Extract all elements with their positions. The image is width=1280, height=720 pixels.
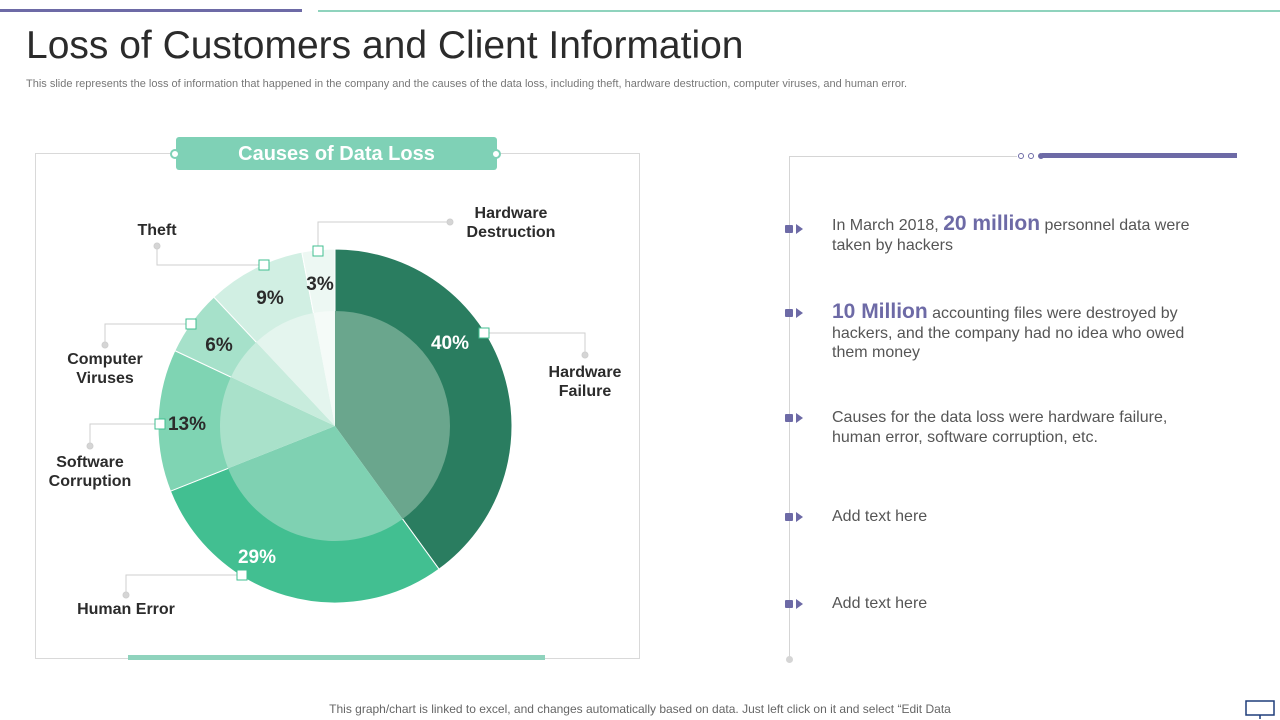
slice-marker	[478, 327, 490, 339]
pie-inner-slice	[335, 311, 450, 520]
bullet-text-4[interactable]: Add text here	[832, 508, 928, 525]
slice-marker	[154, 418, 166, 430]
pie-inner-slice	[228, 426, 403, 541]
leader-line	[317, 221, 450, 251]
bullet-text-5[interactable]: Add text here	[832, 595, 928, 612]
timeline-end-dot	[786, 656, 793, 663]
leader-end-dot	[153, 242, 161, 250]
leader-line	[104, 323, 191, 345]
arrow-bullet-icon	[785, 599, 805, 609]
chart-title: Causes of Data Loss	[176, 137, 497, 170]
monitor-icon[interactable]	[1245, 700, 1275, 720]
slice-value-label: 29%	[238, 547, 276, 568]
arrow-bullet-icon	[785, 512, 805, 522]
chart-title-left-dot	[170, 149, 180, 159]
slice-marker	[258, 259, 270, 271]
leader-end-dot	[581, 351, 589, 359]
slice-value-label: 40%	[431, 333, 469, 354]
arrow-bullet-icon	[785, 224, 805, 234]
slice-value-label: 6%	[205, 335, 233, 356]
pie-inner-slice	[313, 311, 335, 426]
timeline-vertical-line	[789, 156, 790, 659]
timeline-dot	[1018, 153, 1024, 159]
chart-title-right-dot	[491, 149, 501, 159]
top-accent-line-purple	[0, 9, 302, 12]
category-label: Hardware Destruction	[467, 205, 556, 241]
pie-inner-slice	[230, 342, 335, 426]
leader-line	[156, 246, 264, 266]
leader-end-dot	[446, 218, 454, 226]
chart-bottom-accent	[128, 655, 545, 660]
leader-end-dot	[101, 341, 109, 349]
leader-line	[125, 574, 242, 595]
category-label: Computer Viruses	[67, 351, 143, 387]
timeline-accent-bar	[1042, 153, 1237, 158]
page-title: Loss of Customers and Client Information	[26, 24, 744, 67]
slice-value-label: 3%	[306, 274, 334, 295]
footer-note: This graph/chart is linked to excel, and…	[329, 702, 951, 716]
bullet-text-2: 10 Million accounting files were destroy…	[832, 300, 1185, 361]
timeline-top-line	[789, 156, 1017, 157]
leader-end-dot	[122, 591, 130, 599]
category-label: Theft	[137, 222, 177, 239]
leader-end-dot	[86, 442, 94, 450]
category-label: Human Error	[77, 601, 175, 618]
top-accent-line-green	[318, 10, 1280, 12]
pie-inner-slice	[256, 313, 335, 426]
pie-inner-slice	[220, 377, 335, 469]
slice-marker	[185, 318, 197, 330]
bullet-text-3: Causes for the data loss were hardware f…	[832, 409, 1168, 446]
leader-line	[89, 423, 160, 446]
leader-line	[484, 332, 586, 355]
slice-marker	[236, 569, 248, 581]
slice-marker	[312, 245, 324, 257]
category-label: Software Corruption	[49, 454, 132, 490]
page-subtitle: This slide represents the loss of inform…	[26, 78, 908, 90]
slice-value-label: 13%	[168, 414, 206, 435]
slice-value-label: 9%	[256, 288, 284, 309]
arrow-bullet-icon	[785, 413, 805, 423]
category-label: Hardware Failure	[549, 364, 622, 400]
timeline-dot	[1028, 153, 1034, 159]
bullet-text-1: In March 2018, 20 million personnel data…	[832, 212, 1190, 254]
arrow-bullet-icon	[785, 308, 805, 318]
